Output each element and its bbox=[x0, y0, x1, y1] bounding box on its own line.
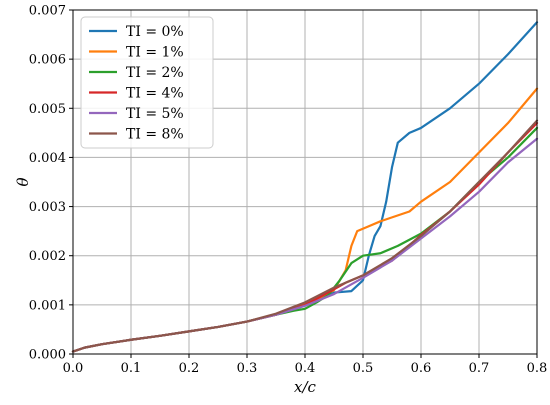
y-tick-label: 0.006 bbox=[29, 53, 66, 68]
x-tick-label: 0.8 bbox=[527, 361, 548, 376]
y-tick-label: 0.001 bbox=[29, 298, 66, 313]
x-tick-label: 0.5 bbox=[353, 361, 374, 376]
y-tick-label: 0.005 bbox=[29, 102, 66, 117]
legend-label: TI = 2% bbox=[126, 65, 184, 81]
axis-ticks: 0.0 0.1 0.2 0.3 0.4 0.5 0.6 0.7 0.8 0.000 0.001 0.0… bbox=[29, 4, 548, 377]
legend: TI = 0% TI = 1% TI = 2% TI = 4% TI = 5% TI = … bbox=[80, 16, 214, 149]
y-tick-label: 0.000 bbox=[29, 348, 66, 363]
legend-label: TI = 8% bbox=[126, 127, 184, 143]
x-tick-label: 0.0 bbox=[63, 361, 84, 376]
y-tick-label: 0.002 bbox=[29, 249, 66, 264]
legend-label: TI = 1% bbox=[126, 45, 184, 61]
series-lines bbox=[71, 21, 539, 353]
legend-label: TI = 0% bbox=[126, 24, 184, 40]
x-tick-label: 0.4 bbox=[295, 361, 316, 376]
y-axis-label: θ bbox=[14, 177, 32, 186]
x-tick-label: 0.7 bbox=[469, 361, 490, 376]
series-line-5 bbox=[71, 119, 539, 353]
x-axis-label: x/c bbox=[294, 378, 317, 396]
legend-label: TI = 4% bbox=[126, 86, 184, 102]
x-tick-label: 0.6 bbox=[411, 361, 432, 376]
legend-box bbox=[80, 16, 214, 149]
y-tick-label: 0.007 bbox=[29, 4, 66, 19]
legend-label: TI = 5% bbox=[126, 106, 184, 122]
x-tick-label: 0.2 bbox=[179, 361, 200, 376]
y-tick-label: 0.003 bbox=[29, 200, 66, 215]
y-tick-label: 0.004 bbox=[29, 151, 66, 166]
x-tick-label: 0.3 bbox=[237, 361, 258, 376]
x-tick-label: 0.1 bbox=[121, 361, 142, 376]
